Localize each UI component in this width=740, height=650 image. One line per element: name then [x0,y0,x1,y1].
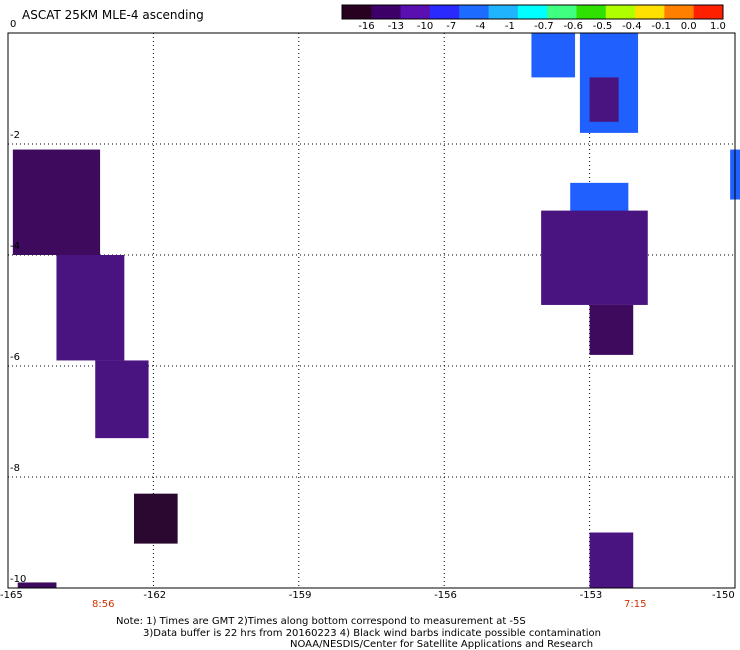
colorbar-label: -16 [358,21,375,32]
colorbar-label: -1 [504,21,515,32]
colorbar-segment [605,5,636,19]
swath-east-purple-2 [541,210,648,305]
colorbar-label: 0.0 [680,21,697,32]
x-tick-label: -150 [712,590,735,601]
swath-east-purple-1 [589,77,619,122]
colorbar-label: -0.6 [563,21,583,32]
swath-west-5 [17,582,57,588]
note-line-1: Note: 1) Times are GMT 2)Times along bot… [116,616,526,627]
colorbar-segment [693,5,724,19]
colorbar-segment [547,5,577,19]
colorbar-segment [517,5,548,19]
wind-swaths [12,33,740,588]
colorbar-label: -0.4 [622,21,642,32]
colorbar-segment [488,5,519,19]
swath-east-blue-1 [531,33,576,78]
colorbar-segment [664,5,695,19]
x-tick-label: -165 [0,590,23,601]
y-tick-label: -2 [10,130,20,141]
note-line-2: 3)Data buffer is 22 hrs from 20160223 4)… [143,628,601,639]
x-tick-label: -156 [434,590,457,601]
y-tick-label: -6 [10,352,20,363]
swath-east-purple-4 [589,532,634,588]
note-line-3: NOAA/NESDIS/Center for Satellite Applica… [290,639,594,650]
y-tick-label: -10 [10,574,27,585]
swath-east-purple-3 [589,304,634,355]
colorbar-segment [371,5,402,19]
y-tick-label: -8 [10,463,20,474]
colorbar [341,4,724,20]
colorbar-label: -0.7 [534,21,554,32]
colorbar-segment [576,5,607,19]
colorbar-label: -4 [475,21,486,32]
colorbar-label: -13 [387,21,404,32]
swath-west-2 [56,255,125,361]
x-tick-label: -162 [143,590,167,601]
colorbar-segment [459,5,490,19]
colorbar-label: 1.0 [710,21,726,32]
swath-west-4 [134,493,178,544]
time-label-2: 7:15 [624,599,647,610]
time-label-1: 8:56 [92,599,115,610]
colorbar-segment [400,5,431,19]
map-frame [7,32,736,589]
y-tick-label: -4 [10,241,20,252]
swath-west-3 [95,360,149,439]
colorbar-label: -0.5 [592,21,613,32]
colorbar-border [341,4,724,20]
x-tick-label: -153 [579,590,603,601]
colorbar-label: -7 [446,21,457,32]
colorbar-segment [342,5,372,19]
colorbar-segment [429,5,460,19]
page-title: ASCAT 25KM MLE-4 ascending [22,8,204,22]
swath-west-1 [12,149,101,255]
colorbar-label: -10 [416,21,434,32]
colorbar-segment [635,5,665,19]
colorbar-label: -0.1 [651,21,671,32]
y-tick-label: 0 [10,19,17,30]
x-tick-label: -159 [288,590,312,601]
